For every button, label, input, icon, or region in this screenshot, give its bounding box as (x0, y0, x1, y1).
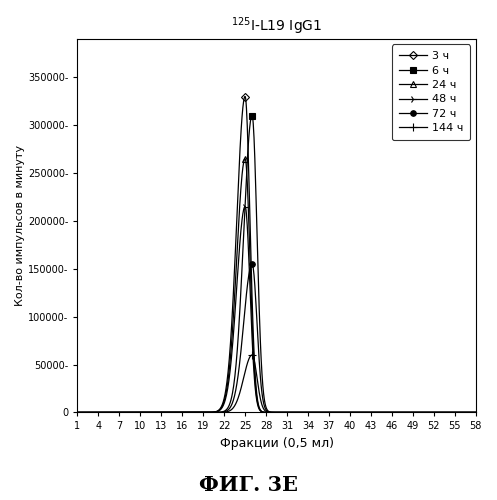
Line: 6 ч: 6 ч (75, 113, 479, 415)
6 ч (386, 410, 392, 416)
Line: 3 ч: 3 ч (75, 94, 479, 415)
48 ч (473, 410, 479, 416)
6 ч (473, 410, 479, 416)
Y-axis label: Кол-во импульсов в минуту: Кол-во импульсов в минуту (15, 145, 25, 306)
Text: ФИГ. 3Е: ФИГ. 3Е (199, 475, 298, 495)
6 ч (393, 410, 399, 416)
6 ч (438, 410, 444, 416)
6 ч (249, 112, 255, 118)
72 ч (473, 410, 479, 416)
144 ч (393, 410, 399, 416)
48 ч (431, 410, 437, 416)
24 ч (473, 410, 479, 416)
72 ч (250, 265, 256, 271)
24 ч (75, 410, 81, 416)
3 ч (250, 330, 256, 336)
144 ч (75, 410, 81, 416)
3 ч (115, 410, 121, 416)
3 ч (348, 410, 354, 416)
24 ч (348, 410, 354, 416)
144 ч (438, 410, 444, 416)
48 ч (348, 410, 354, 416)
24 ч (242, 156, 248, 162)
72 ч (386, 410, 392, 416)
3 ч (242, 94, 248, 100)
24 ч (431, 410, 437, 416)
24 ч (250, 346, 256, 352)
Line: 48 ч: 48 ч (74, 203, 479, 416)
3 ч (75, 410, 81, 416)
6 ч (348, 410, 354, 416)
6 ч (250, 120, 256, 126)
3 ч (393, 410, 399, 416)
3 ч (386, 410, 392, 416)
48 ч (250, 358, 256, 364)
24 ч (115, 410, 121, 416)
48 ч (236, 259, 242, 265)
Line: 144 ч: 144 ч (73, 351, 480, 416)
144 ч (250, 354, 256, 360)
6 ч (236, 330, 242, 336)
72 ч (393, 410, 399, 416)
144 ч (386, 410, 392, 416)
72 ч (438, 410, 444, 416)
6 ч (75, 410, 81, 416)
48 ч (393, 410, 399, 416)
144 ч (249, 352, 255, 358)
24 ч (236, 224, 242, 230)
48 ч (242, 204, 248, 210)
144 ч (473, 410, 479, 416)
Title: $^{125}$I-L19 IgG1: $^{125}$I-L19 IgG1 (231, 15, 322, 36)
72 ч (75, 410, 81, 416)
24 ч (386, 410, 392, 416)
X-axis label: Фракции (0,5 мл): Фракции (0,5 мл) (220, 437, 333, 450)
Line: 72 ч: 72 ч (75, 261, 479, 415)
24 ч (393, 410, 399, 416)
6 ч (115, 410, 121, 416)
72 ч (348, 410, 354, 416)
48 ч (386, 410, 392, 416)
72 ч (115, 410, 121, 416)
72 ч (236, 370, 242, 376)
144 ч (236, 394, 242, 400)
144 ч (348, 410, 354, 416)
3 ч (431, 410, 437, 416)
3 ч (473, 410, 479, 416)
3 ч (236, 178, 242, 184)
Line: 24 ч: 24 ч (75, 156, 479, 415)
Legend: 3 ч, 6 ч, 24 ч, 48 ч, 72 ч, 144 ч: 3 ч, 6 ч, 24 ч, 48 ч, 72 ч, 144 ч (392, 44, 470, 140)
72 ч (249, 261, 255, 267)
48 ч (115, 410, 121, 416)
48 ч (75, 410, 81, 416)
144 ч (115, 410, 121, 416)
